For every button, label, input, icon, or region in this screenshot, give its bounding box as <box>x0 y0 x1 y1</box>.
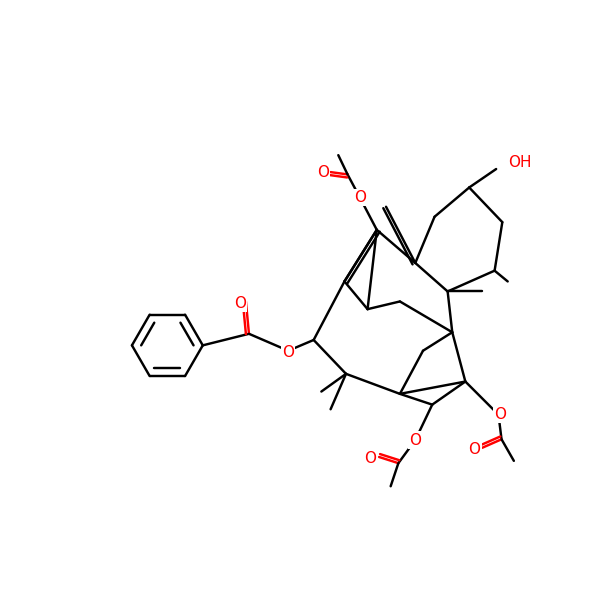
Text: O: O <box>364 451 376 466</box>
Text: O: O <box>469 442 481 457</box>
Text: O: O <box>409 433 421 448</box>
Text: O: O <box>234 295 246 311</box>
Text: O: O <box>317 164 329 179</box>
Text: OH: OH <box>508 155 531 170</box>
Text: O: O <box>282 345 294 360</box>
Text: O: O <box>354 190 366 205</box>
Text: O: O <box>494 407 506 422</box>
